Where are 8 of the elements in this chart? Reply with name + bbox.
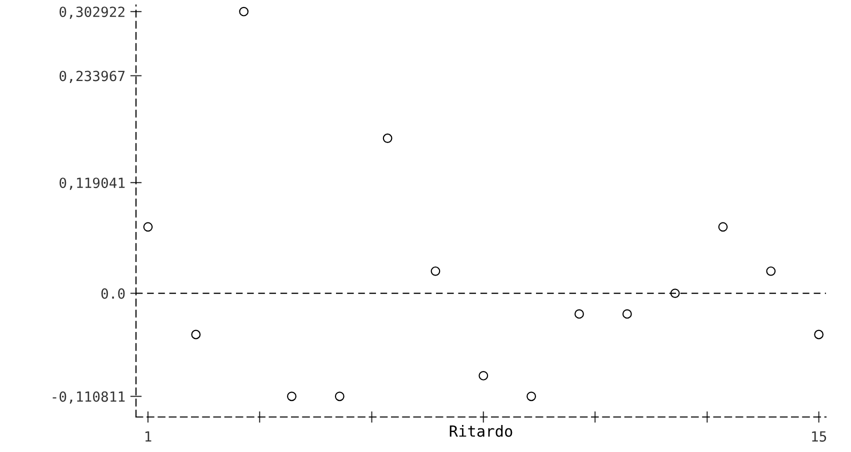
y-tick-label: 0,302922 — [60, 6, 124, 19]
y-tick-label: -0,110811 — [52, 391, 125, 404]
y-tick-label: 0,119041 — [60, 178, 125, 190]
y-tick-label: 0.0 — [101, 288, 125, 299]
y-tick-label: 0,233967 — [60, 70, 125, 83]
x-tick-label: 1 — [145, 431, 152, 442]
x-axis-title: Ritardo — [450, 425, 512, 437]
x-tick-label: 15 — [812, 431, 826, 442]
